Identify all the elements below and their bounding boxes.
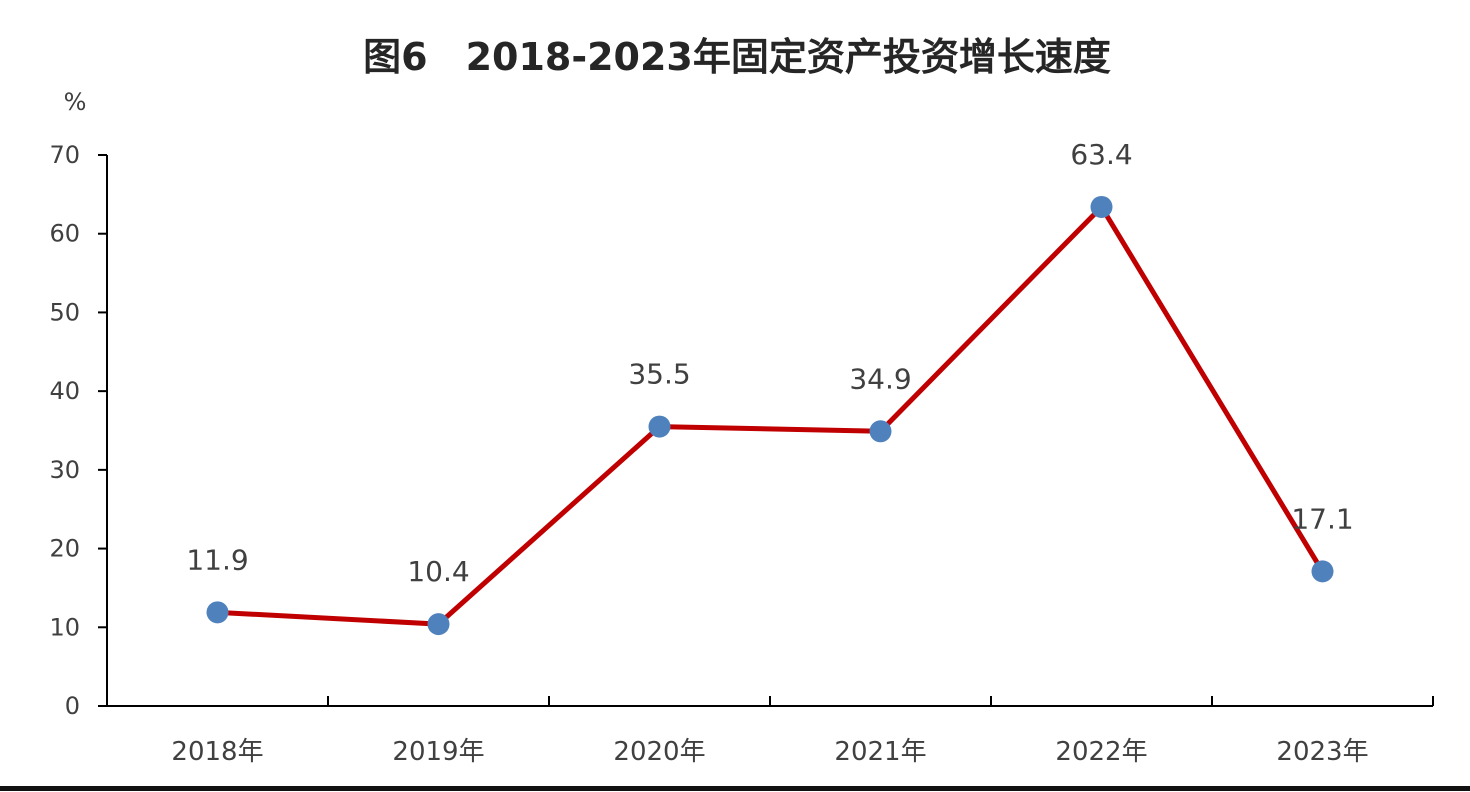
y-tick-label: 30 bbox=[49, 456, 80, 484]
data-series bbox=[215, 204, 1325, 627]
y-tick-label: 70 bbox=[49, 141, 80, 169]
data-point-marker bbox=[1090, 195, 1113, 218]
y-tick-label: 10 bbox=[49, 613, 80, 641]
bottom-border-line bbox=[0, 786, 1470, 791]
x-axis: 2018年 2019年 2020年 2021年 2022年 2023年 bbox=[106, 696, 1434, 767]
y-tick-label: 0 bbox=[65, 692, 80, 720]
data-point-marker bbox=[1311, 560, 1334, 583]
data-point-marker bbox=[869, 420, 892, 443]
data-label: 17.1 bbox=[1291, 502, 1353, 535]
x-tick-label: 2021年 bbox=[834, 737, 926, 767]
data-label: 34.9 bbox=[849, 362, 911, 395]
data-label: 35.5 bbox=[628, 358, 690, 391]
data-point-marker bbox=[648, 415, 671, 438]
y-tick-label: 40 bbox=[49, 377, 80, 405]
data-labels: 11.9 10.4 35.5 34.9 63.4 17.1 bbox=[186, 138, 1353, 588]
y-tick-label: 20 bbox=[49, 535, 80, 563]
x-tick-label: 2022年 bbox=[1055, 737, 1147, 767]
x-tick-label: 2019年 bbox=[392, 737, 484, 767]
data-point-marker bbox=[206, 601, 229, 624]
data-label: 10.4 bbox=[407, 555, 469, 588]
x-tick-label: 2020年 bbox=[613, 737, 705, 767]
x-tick-label: 2018年 bbox=[171, 737, 263, 767]
data-label: 63.4 bbox=[1070, 138, 1132, 171]
data-point-marker bbox=[427, 613, 450, 636]
y-tick-label: 50 bbox=[49, 298, 80, 326]
series-line bbox=[215, 204, 1325, 627]
data-label: 11.9 bbox=[186, 543, 248, 576]
y-tick-label: 60 bbox=[49, 220, 80, 248]
data-markers bbox=[206, 195, 1334, 636]
y-axis-unit-label: % bbox=[64, 88, 87, 116]
x-tick-label: 2023年 bbox=[1276, 737, 1368, 767]
chart-title: 图6 2018-2023年固定资产投资增长速度 bbox=[363, 35, 1111, 79]
y-axis: 0 10 20 30 40 50 60 70 bbox=[49, 141, 108, 720]
